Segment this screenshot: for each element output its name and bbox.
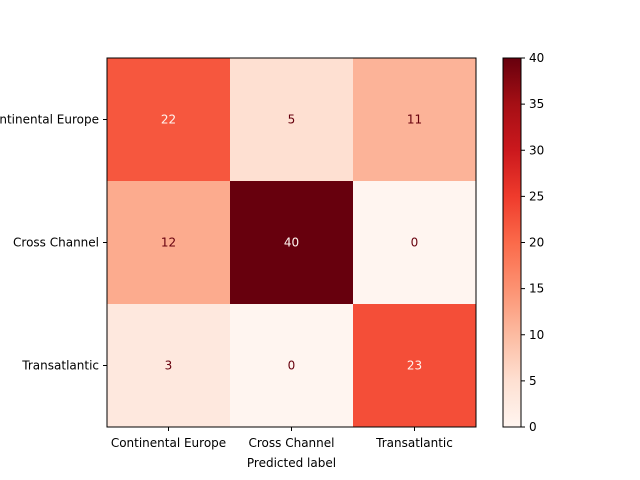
colorbar-tick-label: 30 bbox=[529, 143, 544, 157]
x-tick-label: Continental Europe bbox=[111, 436, 226, 450]
x-axis-label: Predicted label bbox=[247, 456, 336, 470]
cell-value-label: 40 bbox=[284, 236, 299, 250]
heatmap-cell bbox=[230, 58, 354, 182]
heatmap-cell bbox=[230, 181, 354, 305]
x-tick-label: Transatlantic bbox=[375, 436, 453, 450]
heatmap-cell bbox=[353, 58, 477, 182]
colorbar-tick-label: 5 bbox=[529, 374, 537, 388]
heatmap-cell bbox=[230, 304, 354, 428]
y-tick-label: Cross Channel bbox=[13, 236, 99, 250]
cell-value-label: 0 bbox=[411, 236, 419, 250]
cell-value-label: 5 bbox=[288, 113, 296, 127]
x-axis-ticks: Continental Europe Cross Channel Transatla… bbox=[111, 427, 453, 450]
colorbar-ticks: 0 5 10 15 20 25 30 35 40 bbox=[521, 51, 544, 434]
heatmap-cell bbox=[353, 181, 477, 305]
cell-value-label: 0 bbox=[288, 359, 296, 373]
cell-value-label: 22 bbox=[161, 113, 176, 127]
colorbar-tick-label: 25 bbox=[529, 189, 544, 203]
colorbar-tick-label: 35 bbox=[529, 97, 544, 111]
heatmap-cells: 22 5 11 12 40 0 3 0 23 bbox=[107, 58, 477, 428]
heatmap-cell bbox=[107, 304, 231, 428]
heatmap-cell bbox=[107, 181, 231, 305]
colorbar-tick-label: 40 bbox=[529, 51, 544, 65]
cell-value-label: 23 bbox=[407, 359, 422, 373]
heatmap-cell bbox=[107, 58, 231, 182]
y-axis-ticks: Continental Europe Cross Channel Transatla… bbox=[0, 113, 107, 373]
cell-value-label: 3 bbox=[165, 359, 173, 373]
y-tick-label: Transatlantic bbox=[21, 359, 99, 373]
cell-value-label: 11 bbox=[407, 113, 422, 127]
colorbar-tick-label: 20 bbox=[529, 236, 544, 250]
colorbar-tick-label: 15 bbox=[529, 282, 544, 296]
heatmap-cell bbox=[353, 304, 477, 428]
x-tick-label: Cross Channel bbox=[249, 436, 335, 450]
y-tick-label: Continental Europe bbox=[0, 113, 99, 127]
cell-value-label: 12 bbox=[161, 236, 176, 250]
colorbar bbox=[503, 58, 521, 427]
colorbar-tick-label: 10 bbox=[529, 328, 544, 342]
colorbar-tick-label: 0 bbox=[529, 420, 537, 434]
